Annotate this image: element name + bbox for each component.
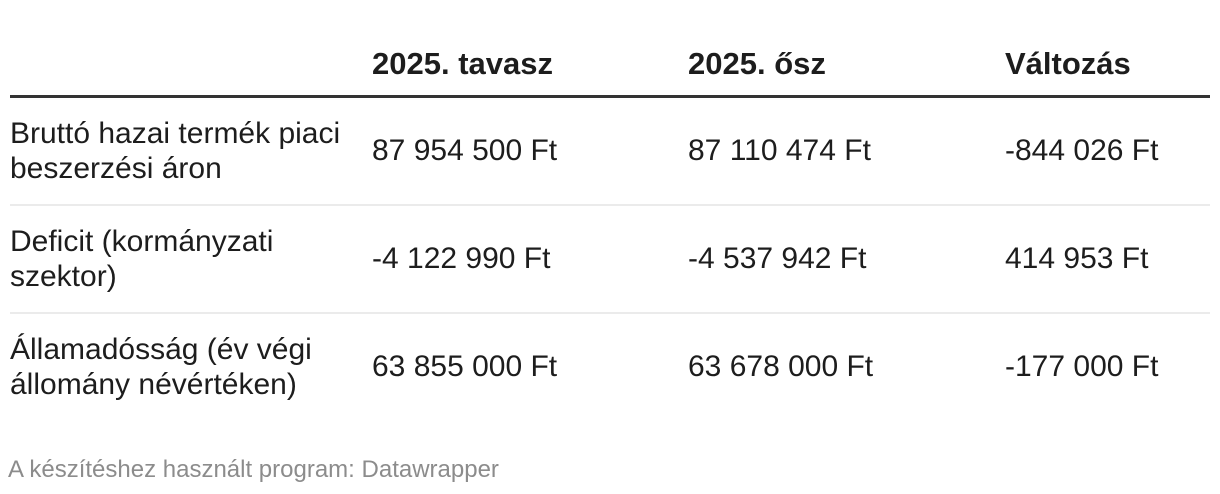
- cell-deficit-osz: -4 537 942 Ft: [688, 205, 1005, 314]
- column-header-valtozas: Változás: [1005, 0, 1210, 98]
- cell-deficit-valtozas: 414 953 Ft: [1005, 205, 1210, 314]
- cell-deficit-tavasz: -4 122 990 Ft: [372, 205, 688, 314]
- cell-gdp-valtozas: -844 026 Ft: [1005, 96, 1210, 206]
- row-label-deficit: Deficit (kormányzati szektor): [10, 205, 372, 314]
- table-row: Deficit (kormányzati szektor) -4 122 990…: [10, 205, 1210, 314]
- data-table-container: 2025. tavasz 2025. ősz Változás Bruttó h…: [10, 0, 1210, 420]
- attribution-text: A készítéshez használt program: Datawrap…: [8, 456, 499, 483]
- table-row: Államadósság (év végi állomány névértéke…: [10, 313, 1210, 420]
- data-table: 2025. tavasz 2025. ősz Változás Bruttó h…: [10, 0, 1210, 420]
- table-row: Bruttó hazai termék piaci beszerzési áro…: [10, 96, 1210, 206]
- cell-allamadossag-tavasz: 63 855 000 Ft: [372, 350, 558, 383]
- row-label-allamadossag: Államadósság (év végi állomány névértéke…: [10, 333, 312, 401]
- cell-allamadossag-valtozas: -177 000 Ft: [1005, 350, 1159, 383]
- cell-gdp-osz: 87 110 474 Ft: [688, 96, 1005, 206]
- row-label-gdp: Bruttó hazai termék piaci beszerzési áro…: [10, 96, 372, 206]
- cell-allamadossag-osz: 63 678 000 Ft: [688, 350, 874, 383]
- column-header-empty: [10, 0, 372, 98]
- header-row: 2025. tavasz 2025. ősz Változás: [10, 0, 1210, 98]
- column-header-2025-tavasz: 2025. tavasz: [372, 0, 688, 98]
- cell-gdp-tavasz: 87 954 500 Ft: [372, 96, 688, 206]
- column-header-2025-osz: 2025. ősz: [688, 0, 1005, 98]
